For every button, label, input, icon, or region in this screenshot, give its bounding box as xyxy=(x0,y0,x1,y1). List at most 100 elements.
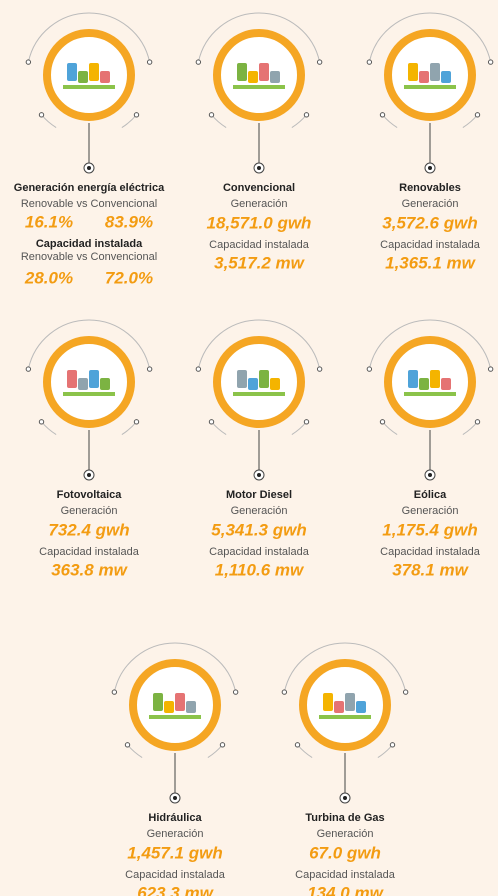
arc-dot xyxy=(112,690,116,694)
icon-part xyxy=(78,378,88,390)
label: Generación xyxy=(231,505,288,517)
arc-dot xyxy=(220,743,224,747)
arc-dot xyxy=(367,367,371,371)
connector-dot-core xyxy=(257,473,261,477)
value: 1,110.6 mw xyxy=(215,560,305,579)
connector-dot-core xyxy=(428,166,432,170)
arc-dot xyxy=(380,420,384,424)
icon-part xyxy=(441,378,451,390)
arc-dot xyxy=(304,113,308,117)
arc-dot xyxy=(26,367,30,371)
emblem xyxy=(112,643,238,803)
emblem xyxy=(196,320,322,480)
arc-dot xyxy=(317,367,321,371)
value: 28.0% xyxy=(24,268,73,287)
value: 134.0 mw xyxy=(307,883,384,896)
value: 363.8 mw xyxy=(51,560,128,579)
icon-part xyxy=(270,378,280,390)
arc-dot xyxy=(367,60,371,64)
card-title: Hidráulica xyxy=(148,812,202,824)
arc-dot xyxy=(488,367,492,371)
arc-dot xyxy=(147,367,151,371)
arc-dot xyxy=(390,743,394,747)
lower-arc xyxy=(212,115,227,128)
value: 83.9% xyxy=(105,212,153,231)
lower-arc xyxy=(298,745,313,758)
arc-dot xyxy=(317,60,321,64)
icon-base xyxy=(404,392,456,396)
lower-arc xyxy=(378,745,393,758)
value: 1,175.4 gwh xyxy=(382,520,477,539)
arc-dot xyxy=(233,690,237,694)
lower-arc xyxy=(292,422,307,435)
icon-part xyxy=(345,693,355,711)
arc-dot xyxy=(125,743,129,747)
value: 67.0 gwh xyxy=(309,843,381,862)
icon-part xyxy=(419,378,429,390)
icon-part xyxy=(78,71,88,83)
label: Capacidad instalada xyxy=(380,239,481,251)
value: 1,457.1 gwh xyxy=(127,843,222,862)
card-title: Convencional xyxy=(223,182,295,194)
arc-dot xyxy=(196,60,200,64)
icon-base xyxy=(319,715,371,719)
icon-part xyxy=(89,63,99,81)
arc-dot xyxy=(196,367,200,371)
infographic: Generación energía eléctricaRenovable vs… xyxy=(0,0,498,896)
icon-part xyxy=(430,370,440,388)
card-title: Renovables xyxy=(399,182,461,194)
card-title: Fotovoltaica xyxy=(57,489,123,501)
label: Capacidad instalada xyxy=(209,546,310,558)
label: Capacidad instalada xyxy=(125,869,226,881)
icon-part xyxy=(186,701,196,713)
label: Capacidad instalada xyxy=(209,239,310,251)
value: 3,517.2 mw xyxy=(214,253,306,272)
lower-arc xyxy=(42,422,57,435)
arc-dot xyxy=(39,113,43,117)
arc-dot xyxy=(488,60,492,64)
lower-arc xyxy=(122,115,137,128)
icon-base xyxy=(233,392,285,396)
icon-part xyxy=(67,63,77,81)
icon-part xyxy=(334,701,344,713)
lower-arc xyxy=(383,422,398,435)
icon-part xyxy=(248,378,258,390)
arc-dot xyxy=(475,420,479,424)
value: 16.1% xyxy=(25,212,73,231)
value: 1,365.1 mw xyxy=(385,253,477,272)
emblem xyxy=(196,13,322,173)
emblem xyxy=(367,13,493,173)
emblem xyxy=(26,320,152,480)
lower-arc xyxy=(128,745,143,758)
icon-part xyxy=(100,71,110,83)
value: 732.4 gwh xyxy=(48,520,129,539)
card-title: Eólica xyxy=(414,489,447,501)
arc-dot xyxy=(209,113,213,117)
icon-part xyxy=(175,693,185,711)
arc-dot xyxy=(475,113,479,117)
arc-dot xyxy=(134,420,138,424)
lower-arc xyxy=(212,422,227,435)
icon-base xyxy=(63,392,115,396)
icon-part xyxy=(323,693,333,711)
icon-part xyxy=(270,71,280,83)
emblem xyxy=(367,320,493,480)
value: 18,571.0 gwh xyxy=(207,213,312,232)
icon-part xyxy=(153,693,163,711)
icon-part xyxy=(248,71,258,83)
connector-dot-core xyxy=(428,473,432,477)
arc-dot xyxy=(380,113,384,117)
label: Capacidad instalada xyxy=(295,869,396,881)
value: 5,341.3 gwh xyxy=(211,520,306,539)
lower-arc xyxy=(463,422,478,435)
value: 3,572.6 gwh xyxy=(382,213,477,232)
label: Generación xyxy=(402,505,459,517)
card-title: Turbina de Gas xyxy=(305,812,384,824)
icon-part xyxy=(419,71,429,83)
arc-dot xyxy=(39,420,43,424)
emblem xyxy=(282,643,408,803)
value: 378.1 mw xyxy=(392,560,469,579)
label: Capacidad instalada xyxy=(36,238,143,250)
icon-base xyxy=(233,85,285,89)
label: Generación xyxy=(61,505,118,517)
